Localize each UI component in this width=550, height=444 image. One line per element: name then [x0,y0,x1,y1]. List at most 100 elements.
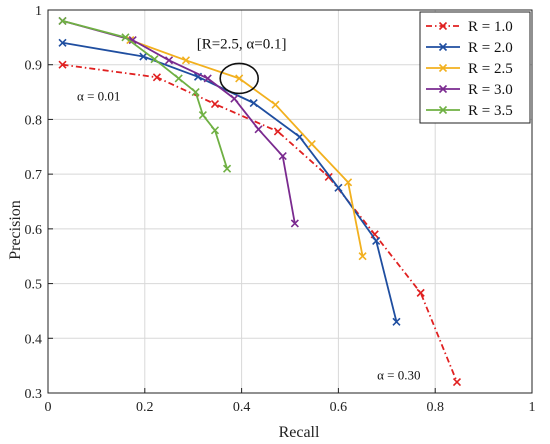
data-point [139,52,148,61]
data-point [278,152,287,161]
marker-stroke [203,74,212,83]
x-tick-label: 0.4 [233,400,251,415]
data-point [372,236,381,245]
data-point [235,74,244,83]
y-tick-label: 0.7 [25,168,43,183]
legend: R = 1.0 R = 2.0 R = 2.5 R = 3.0 R = 3.5 [419,11,531,124]
x-tick-label: 0.8 [426,400,444,415]
data-point [223,164,232,173]
x-tick-label: 0.2 [136,400,154,415]
marker-stroke [235,74,244,83]
marker-stroke [438,105,448,115]
data-point [121,33,130,42]
annotations: α = 0.01 [R=2.5, α=0.1] α = 0.30 [77,36,420,382]
legend-marker [438,84,448,94]
annotation-label: [R=2.5, α=0.1] [197,36,287,52]
marker-stroke [230,94,239,103]
marker-stroke [121,33,130,42]
marker-stroke [416,288,425,297]
marker-stroke [139,52,148,61]
data-point [58,16,67,26]
legend-label: R = 3.5 [468,103,513,119]
annotation-label: α = 0.30 [377,367,420,382]
marker-stroke [438,63,448,73]
legend-marker [438,42,448,52]
marker-stroke [271,100,280,109]
data-point [58,38,67,47]
marker-stroke [324,172,333,181]
data-point [254,125,263,134]
marker-stroke [181,56,191,65]
marker-stroke [210,100,220,109]
marker-stroke [152,73,161,82]
data-point [164,56,174,65]
data-point [273,127,282,136]
marker-stroke [452,377,462,387]
marker-stroke [290,219,299,228]
data-point [203,74,212,83]
legend-label: R = 3.0 [468,82,513,98]
legend-label: R = 2.5 [468,61,513,77]
marker-stroke [344,178,353,187]
y-tick-label: 0.8 [25,113,43,128]
plot-frame [47,9,533,394]
axis-ticks: 0 0.2 0.4 0.6 0.8 1 0.3 0.4 0.5 0.6 0.7 0.8 0.9 1 [25,4,536,415]
data-point [392,317,401,326]
series-line [62,20,296,224]
y-tick-label: 0.9 [25,59,43,74]
y-axis-title: Precision [7,200,24,260]
series-line [62,41,398,323]
data-point [58,60,67,69]
data-point [210,126,220,135]
marker-stroke [223,164,232,173]
series-4 [58,16,232,173]
data-point [191,88,200,97]
annotation-label: α = 0.01 [77,88,120,103]
legend-label: R = 1.0 [468,19,513,35]
legend-marker [438,63,448,73]
series-3 [58,16,299,228]
data-point [198,110,207,120]
data-point [128,36,137,45]
data-point [416,288,425,297]
x-axis-title: Recall [279,424,320,441]
y-tick-label: 1 [35,4,42,19]
marker-stroke [438,21,448,31]
marker-stroke [58,16,67,26]
data-point [210,100,220,109]
y-tick-label: 0.6 [25,223,43,238]
highlight-circle [219,62,259,95]
data-point [150,55,159,64]
series-line [62,63,458,383]
marker-stroke [164,56,174,65]
data-point [290,219,299,228]
marker-stroke [58,38,67,47]
marker-stroke [58,60,67,69]
y-tick-label: 0.3 [25,387,43,402]
legend-marker [438,105,448,115]
data-point [271,100,280,109]
series-1 [58,38,401,326]
y-tick-label: 0.4 [25,332,43,347]
data-point [344,178,353,187]
data-point [230,94,239,103]
data-point [152,73,161,82]
marker-stroke [392,317,401,326]
series-group [58,16,462,387]
data-point [174,74,183,83]
marker-stroke [191,88,200,97]
y-tick-label: 0.5 [25,278,43,293]
marker-stroke [198,110,207,120]
marker-stroke [249,98,258,108]
marker-stroke [334,183,343,192]
marker-stroke [174,74,183,83]
marker-stroke [438,42,448,52]
data-point [307,139,316,149]
marker-stroke [150,55,159,64]
marker-stroke [307,139,316,149]
data-point [358,252,367,261]
marker-stroke [273,127,282,136]
marker-stroke [254,125,263,134]
marker-stroke [438,84,448,94]
